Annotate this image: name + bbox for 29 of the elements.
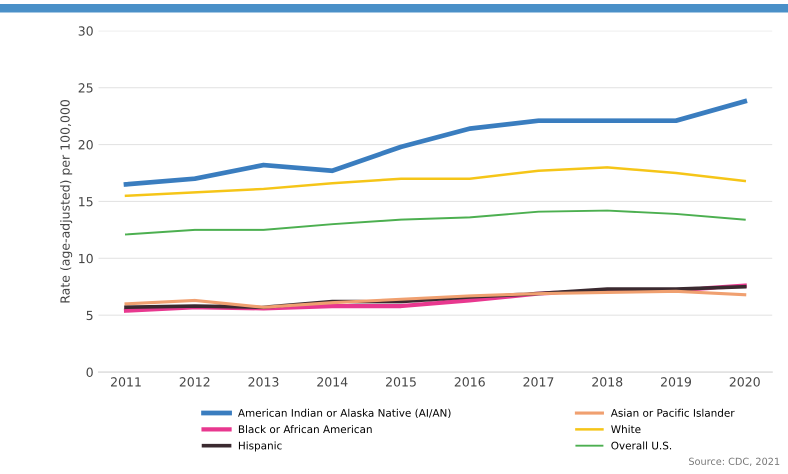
line-series xyxy=(125,210,746,236)
x-tick-label: 2018 xyxy=(592,377,622,387)
y-tick-label: 10 xyxy=(79,254,93,264)
y-tick-label: 30 xyxy=(78,26,93,36)
y-tick-label: 20 xyxy=(78,140,93,150)
y-tick-label: 5 xyxy=(86,310,93,320)
line-series xyxy=(124,98,748,187)
y-tick-label: 25 xyxy=(78,83,93,93)
x-tick-label: 2012 xyxy=(180,377,210,387)
x-tick-label: 2019 xyxy=(661,377,692,387)
x-tick-label: 2020 xyxy=(730,377,760,387)
x-tick-label: 2013 xyxy=(248,377,278,387)
x-tick-label: 2011 xyxy=(111,377,141,387)
legend-label: White xyxy=(611,425,641,434)
legend-label: American Indian or Alaska Native (AI/AN) xyxy=(238,408,451,418)
y-tick-label: 15 xyxy=(79,197,93,206)
x-tick-label: 2016 xyxy=(454,377,485,387)
legend-label: Hispanic xyxy=(238,441,282,452)
legend-label: Overall U.S. xyxy=(611,441,672,450)
y-tick-label: 0 xyxy=(86,368,93,378)
legend-label: Asian or Pacific Islander xyxy=(610,408,735,417)
source-note: Source: CDC, 2021 xyxy=(689,458,780,466)
line-series xyxy=(124,166,746,198)
legend-label: Black or African American xyxy=(238,425,372,434)
x-tick-label: 2017 xyxy=(524,377,554,387)
line-series xyxy=(124,290,746,309)
x-tick-label: 2014 xyxy=(317,377,348,387)
y-axis-title: Rate (age-adjusted) per 100,000 xyxy=(60,100,72,303)
x-tick-label: 2015 xyxy=(386,377,416,387)
